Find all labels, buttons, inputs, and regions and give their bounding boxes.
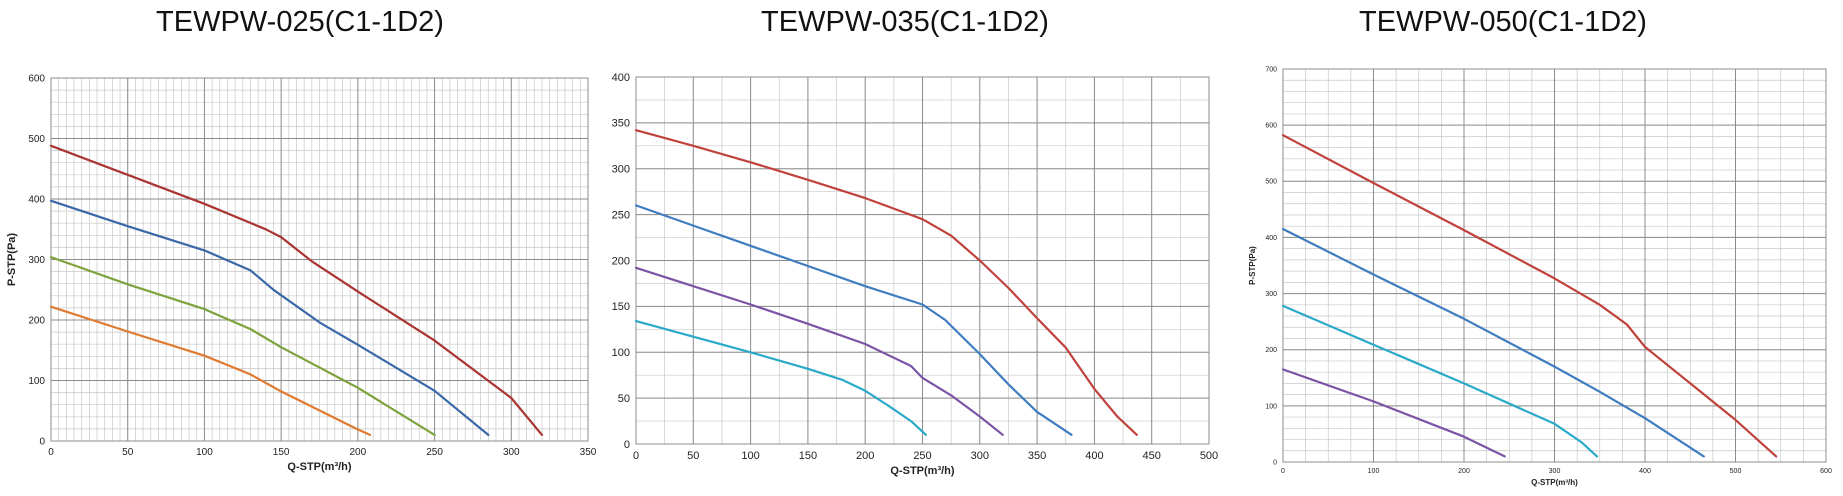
y-tick-label: 100 (1265, 403, 1277, 410)
x-axis-label: Q-STP(m³/h) (287, 461, 351, 473)
x-tick-label: 600 (1820, 468, 1832, 475)
x-tick-label: 100 (196, 447, 213, 458)
y-tick-label: 400 (612, 72, 630, 84)
y-tick-label: 200 (1265, 347, 1277, 354)
fan-curve-series-2 (634, 204, 1073, 436)
y-tick-label: 300 (612, 164, 630, 176)
x-tick-label: 250 (426, 447, 443, 458)
y-tick-label: 100 (612, 347, 630, 359)
fan-curve-series-4 (1281, 368, 1506, 458)
y-tick-label: 50 (618, 393, 630, 405)
x-tick-label: 250 (913, 450, 931, 462)
fan-curve-series-3 (634, 266, 1004, 436)
x-tick-label: 350 (1028, 450, 1046, 462)
y-tick-label: 0 (1273, 459, 1277, 466)
x-tick-label: 100 (741, 450, 759, 462)
y-tick-label: 700 (1265, 66, 1277, 73)
fan-curve-series-4 (49, 305, 372, 436)
y-tick-label: 600 (1265, 123, 1277, 130)
x-tick-label: 0 (1281, 468, 1285, 475)
y-tick-label: 200 (28, 316, 45, 327)
x-tick-label: 50 (122, 447, 134, 458)
x-tick-label: 200 (350, 447, 367, 458)
y-tick-label: 0 (624, 439, 630, 451)
fan-curve-series-1 (634, 129, 1138, 436)
y-tick-label: 150 (612, 301, 630, 313)
x-tick-label: 300 (971, 450, 989, 462)
chart-title-tewpw-025: TEWPW-025(C1-1D2) (156, 6, 444, 38)
y-tick-label: 200 (612, 255, 630, 267)
x-tick-label: 150 (273, 447, 290, 458)
x-tick-label: 0 (633, 450, 639, 462)
x-axis-label: Q-STP(m³/h) (1531, 478, 1578, 487)
fan-curve-series-4 (634, 320, 927, 436)
y-tick-label: 300 (28, 255, 45, 266)
y-tick-label: 500 (28, 134, 45, 145)
x-tick-label: 200 (856, 450, 874, 462)
y-tick-label: 100 (28, 376, 45, 387)
x-tick-label: 500 (1730, 468, 1742, 475)
x-tick-label: 400 (1639, 468, 1651, 475)
x-tick-label: 500 (1200, 450, 1218, 462)
y-tick-label: 250 (612, 209, 630, 221)
chart-title-tewpw-050: TEWPW-050(C1-1D2) (1359, 6, 1647, 38)
x-tick-label: 350 (580, 447, 597, 458)
x-tick-label: 200 (1458, 468, 1470, 475)
x-tick-label: 0 (48, 447, 54, 458)
major-grid (635, 76, 1210, 445)
x-tick-label: 400 (1085, 450, 1103, 462)
fan-curve-series-1 (1281, 134, 1778, 458)
x-axis-label: Q-STP(m³/h) (890, 465, 954, 477)
y-axis-label: P-STP(Pa) (6, 233, 18, 287)
chart-title-tewpw-035: TEWPW-035(C1-1D2) (761, 6, 1049, 38)
y-tick-label: 400 (28, 195, 45, 206)
y-tick-label: 500 (1265, 179, 1277, 186)
y-tick-label: 600 (28, 74, 45, 85)
x-tick-label: 300 (503, 447, 520, 458)
y-tick-label: 0 (39, 437, 45, 448)
fan-curve-series-1 (49, 144, 544, 436)
fan-curve-series-3 (1281, 304, 1599, 458)
x-tick-label: 150 (799, 450, 817, 462)
y-tick-label: 350 (612, 118, 630, 130)
fan-curve-series-2 (49, 199, 490, 436)
y-tick-label: 300 (1265, 291, 1277, 298)
y-axis-label: P-STP(Pa) (1248, 246, 1257, 285)
x-tick-label: 450 (1143, 450, 1161, 462)
x-tick-label: 100 (1368, 468, 1380, 475)
fan-curve-series-3 (49, 256, 436, 436)
fan-curve-series-2 (1281, 227, 1705, 458)
x-tick-label: 50 (687, 450, 699, 462)
y-tick-label: 400 (1265, 235, 1277, 242)
major-grid (50, 77, 589, 442)
x-tick-label: 300 (1549, 468, 1561, 475)
